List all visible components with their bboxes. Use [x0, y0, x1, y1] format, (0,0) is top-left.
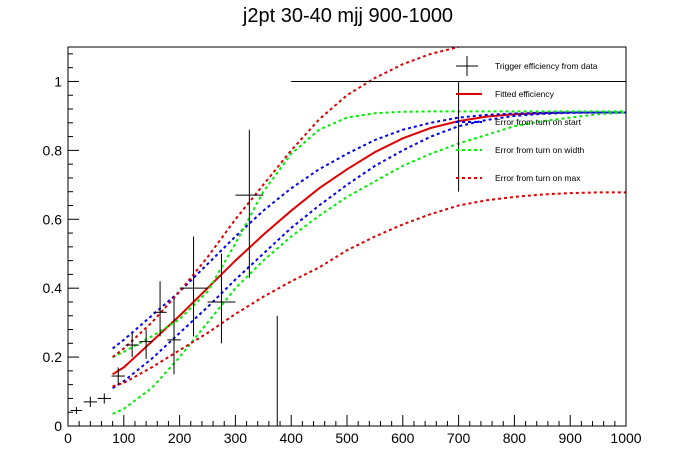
series-line-error-from-turn-on-max-5: [111, 47, 459, 358]
data-point-12: [291, 80, 626, 192]
legend-label: Error from turn on start: [495, 117, 582, 127]
x-tick-label: 200: [168, 430, 192, 446]
legend-entry-0: Trigger efficiency from data: [456, 56, 598, 76]
y-tick-label: 0.6: [43, 211, 63, 227]
legend-label: Trigger efficiency from data: [495, 61, 598, 71]
axes-layer: 0 100 200 300 400 500 600 700 800 900 1000 0 0.2 0.4 0…: [43, 53, 642, 446]
x-tick-label: 900: [559, 430, 583, 446]
data-point-8: [179, 236, 208, 337]
x-tick-label: 600: [391, 430, 415, 446]
x-tick-label: 0: [64, 430, 72, 446]
data-point-1: [83, 396, 98, 408]
data-point-9: [207, 253, 236, 344]
data-point-5: [139, 329, 153, 359]
data-point-10: [235, 129, 264, 278]
series-line-error-from-turn-on-width-3: [112, 110, 626, 359]
legend-entry-4: Error from turn on max: [456, 173, 581, 183]
data-point-0: [70, 407, 82, 414]
legend-label: Fitted efficiency: [495, 89, 555, 99]
series-line-error-from-turn-on-width-4: [112, 111, 626, 415]
data-point-2: [97, 393, 111, 404]
x-tick-label: 300: [224, 430, 248, 446]
x-tick-label: 1000: [610, 430, 641, 446]
x-tick-label: 800: [503, 430, 527, 446]
data-point-3: [111, 367, 125, 385]
y-tick-label: 1: [54, 73, 62, 89]
plot-frame: [67, 46, 627, 427]
series-line-error-from-turn-on-start-2: [112, 111, 626, 389]
series-layer: [111, 47, 626, 415]
legend: Trigger efficiency from data Fitted effic…: [456, 56, 598, 183]
legend-label: Error from turn on width: [495, 145, 585, 155]
data-point-4: [125, 332, 139, 358]
legend-label: Error from turn on max: [495, 173, 581, 183]
x-tick-label: 100: [112, 430, 136, 446]
y-tick-label: 0.2: [43, 349, 63, 365]
series-line-error-from-turn-on-max-6: [112, 191, 626, 388]
legend-entry-3: Error from turn on width: [456, 145, 585, 155]
y-tick-label: 0.4: [43, 280, 63, 296]
x-tick-label: 700: [447, 430, 471, 446]
y-tick-label: 0: [54, 418, 62, 434]
chart-title: j2pt 30-40 mjj 900-1000: [242, 5, 453, 27]
data-points-layer: [70, 80, 626, 426]
y-tick-label: 0.8: [43, 142, 63, 158]
x-tick-label: 500: [335, 430, 359, 446]
data-point-7: [167, 298, 181, 375]
data-point-6: [153, 281, 167, 337]
x-tick-label: 400: [280, 430, 304, 446]
legend-entry-1: Fitted efficiency: [456, 89, 555, 99]
legend-entry-2: Error from turn on start: [456, 117, 582, 127]
